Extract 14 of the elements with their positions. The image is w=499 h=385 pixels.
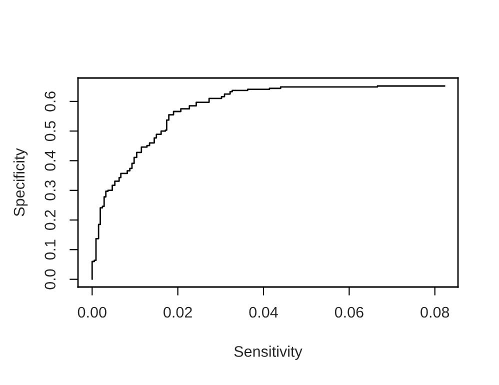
- x-axis-title: Sensitivity: [234, 346, 302, 360]
- y-tick-label: 0.6: [44, 91, 56, 112]
- x-tick-label: 0.04: [249, 306, 278, 318]
- x-tick-label: 0.06: [334, 306, 364, 318]
- y-tick-label: 0.2: [44, 210, 56, 230]
- x-tick-label: 0.00: [78, 306, 106, 318]
- y-tick-label: 0.3: [44, 180, 56, 200]
- x-tick-label: 0.02: [164, 306, 192, 318]
- y-tick-label: 0.5: [44, 121, 56, 142]
- y-axis-title: Specificity: [13, 148, 28, 216]
- y-tick-label: 0.0: [44, 269, 56, 290]
- x-tick-label: 0.08: [420, 306, 450, 318]
- y-tick-label: 0.1: [44, 240, 56, 260]
- y-tick-label: 0.4: [44, 150, 56, 171]
